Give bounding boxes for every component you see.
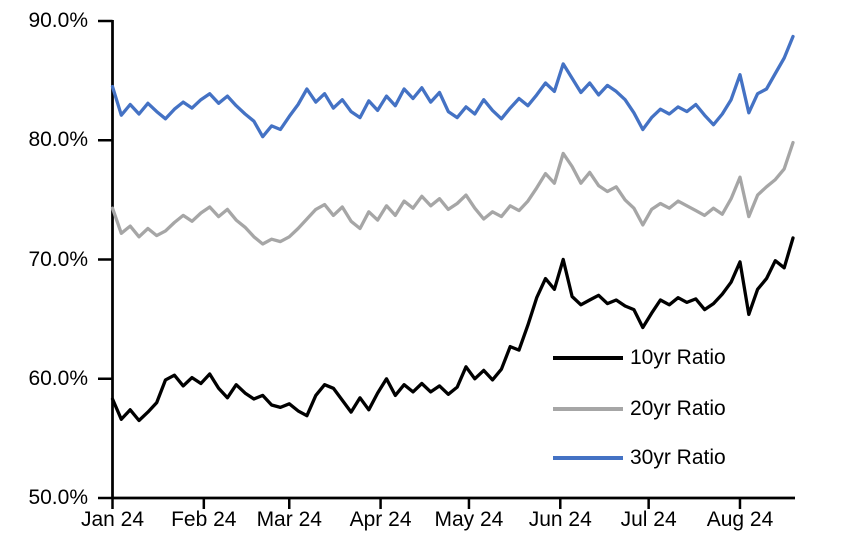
legend-label: 10yr Ratio <box>630 346 726 369</box>
y-axis-label: 90.0% <box>28 9 88 32</box>
x-axis-label: Feb 24 <box>171 508 237 531</box>
y-axis-label: 50.0% <box>28 486 88 509</box>
legend-line-swatch <box>553 407 623 411</box>
x-axis-label: Aug 24 <box>706 508 774 531</box>
x-axis-label: Jun 24 <box>528 508 592 531</box>
x-axis-label: Apr 24 <box>349 508 412 531</box>
legend-item-30yr-ratio: 30yr Ratio <box>553 445 726 471</box>
x-axis-label: May 24 <box>434 508 504 531</box>
legend-item-10yr-ratio: 10yr Ratio <box>553 345 726 371</box>
x-axis-label: Jan 24 <box>80 508 145 531</box>
legend-item-20yr-ratio: 20yr Ratio <box>553 396 726 422</box>
y-axis-label: 60.0% <box>28 366 88 390</box>
legend-line-swatch <box>553 456 623 460</box>
legend-label: 30yr Ratio <box>630 446 726 469</box>
legend-line-swatch <box>553 356 623 360</box>
x-axis-label: Jul 24 <box>620 508 677 531</box>
y-axis-label: 70.0% <box>28 247 88 271</box>
y-axis-label: 80.0% <box>28 128 88 152</box>
x-axis-label: Mar 24 <box>256 508 322 531</box>
legend-label: 20yr Ratio <box>630 397 726 420</box>
